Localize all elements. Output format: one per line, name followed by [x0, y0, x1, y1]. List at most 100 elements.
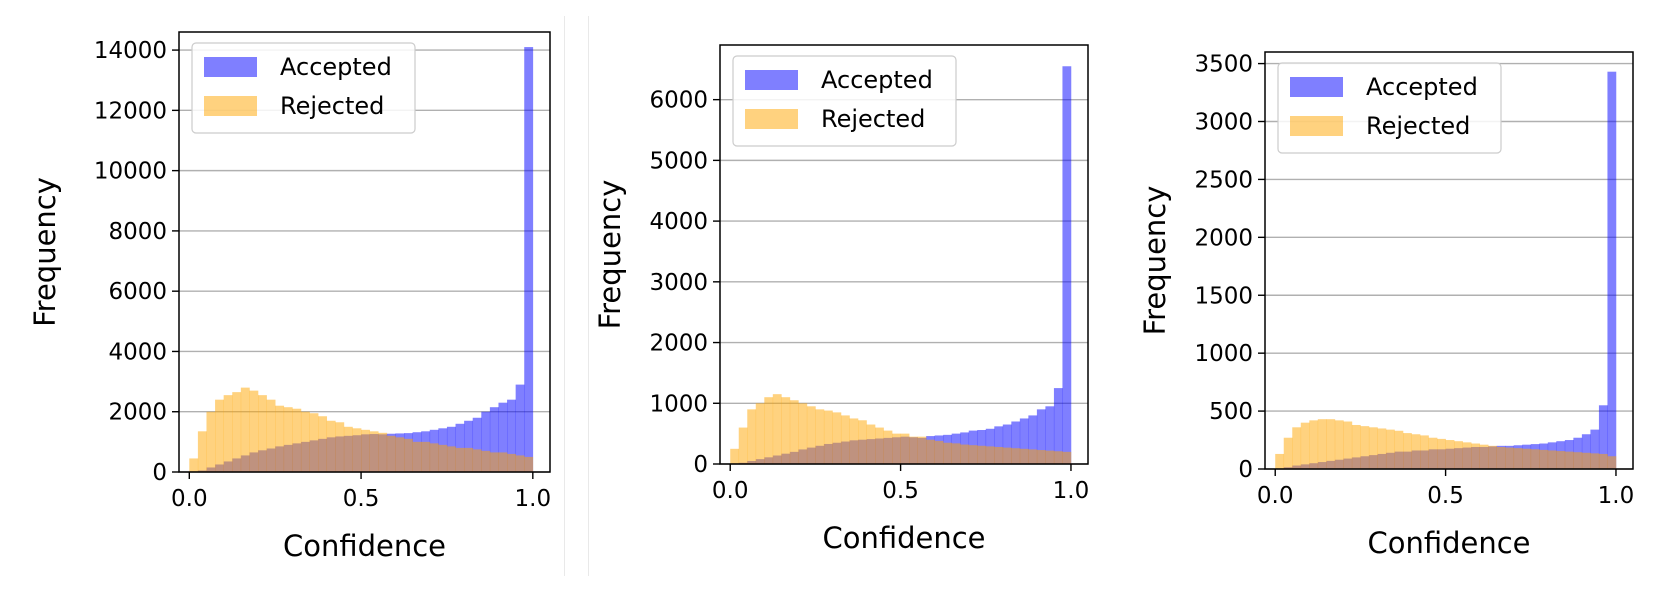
bar-accepted	[1053, 388, 1063, 464]
y-tick-label: 2000	[1194, 225, 1253, 251]
chart-panel-3: 0 500 1000 1500 2000 2500 3000 3500 0.0 0.5 1.0 Con…	[1138, 51, 1634, 560]
bar-rejected	[369, 431, 379, 472]
x-tick-label: 0.0	[712, 478, 749, 504]
bar-rejected	[421, 441, 431, 472]
legend-swatch-accepted	[1290, 77, 1343, 97]
bar-rejected	[815, 409, 825, 464]
bar-rejected	[1471, 443, 1480, 469]
bar-rejected	[764, 397, 774, 464]
y-tick-label: 5000	[649, 148, 708, 174]
axes-frame	[719, 44, 1089, 465]
bar-rejected	[1385, 429, 1395, 469]
bar-rejected	[738, 427, 748, 464]
legend-swatch-accepted	[745, 70, 798, 90]
bar-rejected	[798, 403, 808, 464]
bar-rejected	[1420, 435, 1429, 469]
bar-rejected	[206, 411, 216, 472]
x-axis-label: Confidence	[1367, 526, 1530, 560]
bar-rejected	[249, 390, 259, 472]
bar-rejected	[1351, 424, 1361, 469]
bar-accepted	[1002, 424, 1012, 464]
bar-rejected	[730, 448, 740, 464]
bar-rejected	[472, 449, 482, 472]
bar-accepted	[498, 402, 508, 472]
bar-rejected	[1292, 427, 1302, 469]
bar-accepted	[1581, 434, 1591, 469]
bar-rejected	[806, 406, 816, 464]
legend-swatch-rejected	[745, 109, 798, 129]
bar-accepted	[1036, 409, 1046, 464]
bar-rejected	[1053, 451, 1063, 464]
bar-rejected	[1028, 449, 1038, 464]
y-tick-label: 4000	[649, 209, 708, 235]
bar-rejected	[1011, 448, 1021, 464]
x-axis-label: Confidence	[822, 521, 985, 555]
y-tick-label: 8000	[108, 219, 167, 245]
bar-rejected	[943, 442, 953, 464]
bar-rejected	[1377, 428, 1387, 469]
x-tick-label: 0.5	[1427, 483, 1464, 509]
bar-rejected	[1437, 438, 1446, 469]
bar-rejected	[326, 420, 336, 472]
y-tick-label: 500	[1209, 399, 1253, 425]
bar-rejected	[849, 418, 859, 464]
bar-rejected	[883, 430, 893, 464]
bar-rejected	[1019, 448, 1029, 464]
bar-rejected	[1403, 433, 1412, 469]
bar-rejected	[1275, 453, 1285, 469]
legend-label-rejected: Rejected	[1366, 112, 1470, 140]
bar-accepted	[524, 47, 534, 473]
bar-rejected	[378, 432, 388, 472]
bar-rejected	[968, 445, 978, 464]
panel-separator	[588, 16, 589, 576]
bar-rejected	[361, 429, 370, 472]
legend-swatch-rejected	[1290, 116, 1343, 136]
y-tick-label: 12000	[94, 98, 167, 124]
bar-rejected	[404, 438, 413, 472]
bar-rejected	[1590, 453, 1600, 469]
bar-rejected	[189, 458, 199, 472]
bar-accepted	[1028, 415, 1038, 464]
y-tick-label: 2000	[108, 400, 167, 426]
bar-accepted	[464, 420, 474, 472]
bar-rejected	[258, 395, 267, 472]
bar-rejected	[446, 446, 456, 472]
bar-accepted	[1011, 421, 1021, 464]
y-tick-label: 2000	[649, 331, 708, 357]
bar-rejected	[1317, 419, 1327, 469]
bar-rejected	[1547, 450, 1557, 469]
bar-accepted	[1590, 429, 1600, 469]
bar-rejected	[1564, 451, 1574, 469]
bar-rejected	[1300, 422, 1310, 469]
chart-panel-1: 0 2000 4000 6000 8000 10000 12000 14000 0.0 0.5 1.…	[28, 31, 551, 563]
bar-accepted	[994, 426, 1004, 464]
bar-rejected	[755, 403, 765, 464]
legend: Accepted Rejected	[1277, 62, 1502, 154]
bar-rejected	[977, 445, 987, 464]
y-tick-label: 2500	[1194, 167, 1253, 193]
x-tick-label: 0.0	[171, 486, 208, 512]
bar-rejected	[960, 444, 970, 464]
bar-rejected	[900, 433, 910, 464]
y-tick-label: 10000	[94, 159, 167, 185]
x-axis-label: Confidence	[283, 529, 446, 563]
bar-rejected	[481, 450, 491, 472]
bar-rejected	[875, 427, 884, 464]
bar-rejected	[1036, 450, 1046, 464]
bar-rejected	[1045, 450, 1055, 464]
bar-rejected	[240, 387, 250, 472]
bar-rejected	[1479, 444, 1489, 469]
bar-rejected	[275, 405, 285, 472]
x-tick-label: 1.0	[1053, 478, 1090, 504]
bar-rejected	[1411, 434, 1421, 469]
bar-rejected	[772, 394, 782, 464]
bar-rejected	[1454, 441, 1463, 469]
bar-rejected	[1368, 427, 1378, 469]
axes-frame	[178, 31, 551, 473]
bar-rejected	[951, 443, 961, 464]
y-tick-label: 1500	[1194, 283, 1253, 309]
bar-rejected	[1394, 430, 1404, 469]
bar-rejected	[866, 424, 876, 464]
